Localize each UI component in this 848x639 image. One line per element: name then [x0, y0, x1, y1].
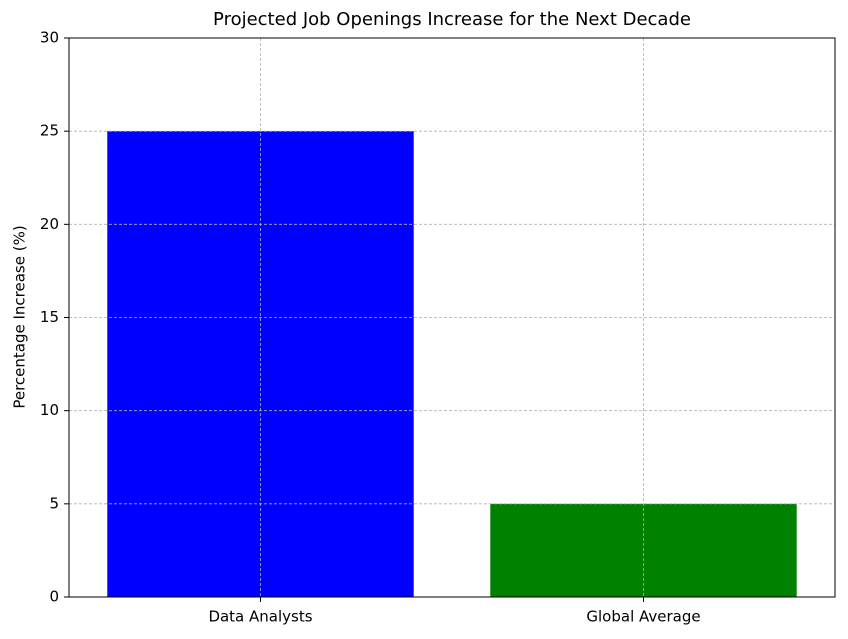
y-tick-label: 25 — [40, 122, 59, 140]
y-tick-label: 20 — [40, 215, 59, 233]
x-tick-label: Global Average — [586, 608, 700, 626]
chart-title: Projected Job Openings Increase for the … — [213, 9, 691, 30]
y-tick-label: 0 — [49, 588, 59, 606]
y-axis-label: Percentage Increase (%) — [11, 225, 29, 408]
x-tick-label: Data Analysts — [208, 608, 312, 626]
plot-frame — [68, 37, 836, 598]
y-tick-label: 30 — [40, 29, 59, 47]
y-tick-label: 15 — [40, 308, 59, 326]
y-tick-label: 10 — [40, 401, 59, 419]
y-tick-label: 5 — [49, 494, 59, 512]
